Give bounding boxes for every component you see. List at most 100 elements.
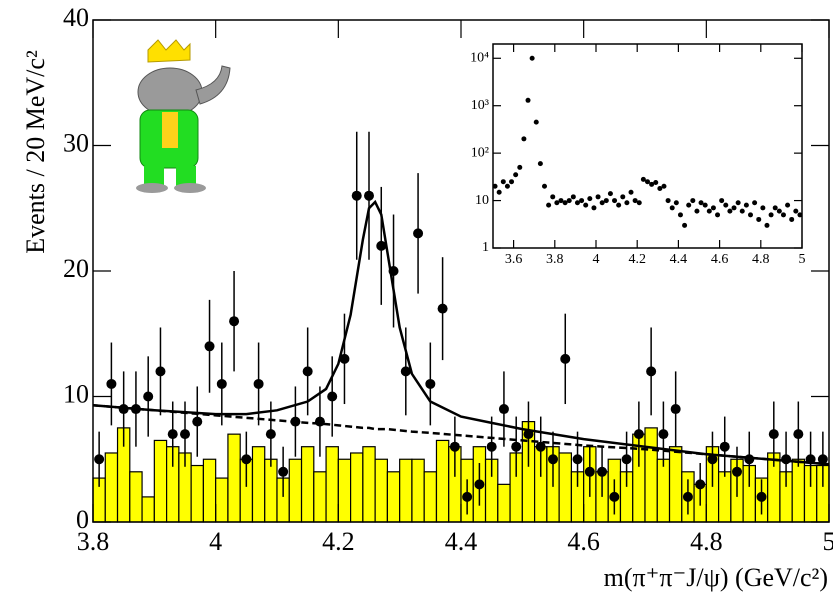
data-point — [192, 416, 203, 427]
data-point — [241, 454, 252, 465]
background-bin — [337, 458, 352, 523]
data-point — [677, 212, 683, 218]
data-point — [805, 454, 816, 465]
data-point — [727, 208, 733, 214]
data-point — [462, 491, 473, 502]
data-point — [595, 194, 601, 200]
y-axis-title: Events / 20 MeV/c² — [21, 50, 50, 254]
data-point — [562, 200, 568, 206]
data-point — [731, 205, 737, 211]
data-point — [167, 429, 178, 440]
data-point — [707, 454, 718, 465]
data-point — [620, 194, 626, 200]
data-point — [351, 190, 362, 201]
data-point — [118, 404, 129, 415]
data-point — [752, 200, 758, 206]
background-bin — [202, 458, 217, 523]
y-tick-label: 10 — [475, 193, 489, 208]
data-point — [587, 196, 593, 202]
background-bin — [656, 458, 671, 523]
data-point — [376, 240, 387, 251]
data-point — [180, 429, 190, 440]
data-point — [719, 198, 725, 204]
data-point — [653, 180, 659, 186]
data-point — [521, 136, 527, 142]
data-point — [612, 198, 618, 204]
data-point — [106, 378, 117, 389]
data-point — [797, 212, 803, 218]
data-point — [609, 491, 620, 502]
data-point — [719, 441, 730, 452]
background-bin — [644, 427, 658, 523]
data-point — [739, 208, 745, 214]
background-bin — [399, 458, 413, 523]
data-point — [591, 205, 597, 211]
data-point — [695, 479, 706, 490]
x-tick-label: 4 — [593, 252, 600, 267]
data-point — [621, 454, 632, 465]
x-axis-title: m(π⁺π⁻J/ψ) (GeV/c²) — [604, 563, 828, 592]
background-bin — [288, 458, 303, 523]
background-bin — [313, 471, 327, 523]
data-point — [535, 441, 546, 452]
data-point — [574, 200, 580, 206]
background-bin — [717, 471, 732, 523]
data-point — [364, 190, 374, 201]
x-tick-label: 5 — [823, 527, 833, 556]
data-point — [566, 198, 572, 204]
inset-plot: 3.6 3.8 4 4.2 4.4 4.6 4.8 5 1 10 10² 10³ 10⁴ — [470, 43, 806, 267]
data-point — [511, 441, 522, 452]
background-bin — [153, 439, 168, 523]
data-point — [579, 198, 585, 204]
x-tick-label: 4 — [209, 527, 222, 556]
data-point — [669, 205, 675, 211]
data-point — [327, 391, 338, 402]
y-tick-label: 30 — [63, 128, 89, 157]
data-point — [706, 208, 712, 214]
data-point — [715, 212, 721, 218]
data-point — [640, 176, 646, 182]
background-bin — [668, 446, 683, 523]
data-point — [513, 172, 519, 178]
data-point — [793, 208, 799, 214]
x-tick-label: 4.8 — [690, 527, 723, 556]
data-point — [661, 183, 667, 189]
data-point — [756, 491, 767, 502]
data-point — [698, 200, 704, 206]
data-point — [682, 491, 693, 502]
data-point — [710, 205, 716, 211]
background-bin — [386, 471, 401, 523]
data-point — [686, 202, 692, 208]
data-point — [278, 466, 289, 477]
data-point — [665, 198, 671, 204]
data-point — [388, 266, 399, 276]
data-point — [584, 466, 595, 477]
background-bin — [374, 458, 388, 523]
x-tick-label: 3.6 — [505, 252, 523, 267]
background-fit — [92, 404, 830, 466]
x-tick-label: 4.4 — [445, 527, 478, 556]
data-point — [143, 391, 154, 402]
data-point — [302, 366, 313, 377]
data-point — [314, 416, 325, 427]
data-point — [673, 200, 679, 206]
x-tick-label: 4.2 — [322, 527, 355, 556]
data-point — [548, 454, 558, 465]
background-bin — [264, 458, 278, 523]
background-bin — [350, 452, 364, 523]
data-point — [400, 366, 411, 377]
data-point — [603, 198, 609, 204]
x-tick-label: 5 — [799, 252, 806, 267]
data-point — [216, 378, 227, 389]
data-point — [781, 454, 792, 465]
data-point — [657, 185, 663, 191]
data-point — [658, 429, 669, 440]
data-point — [607, 191, 613, 197]
data-point — [624, 200, 630, 206]
data-point — [583, 202, 589, 208]
x-tick-label: 3.8 — [546, 252, 564, 267]
data-point — [204, 341, 215, 352]
y-tick-label: 20 — [63, 254, 89, 283]
